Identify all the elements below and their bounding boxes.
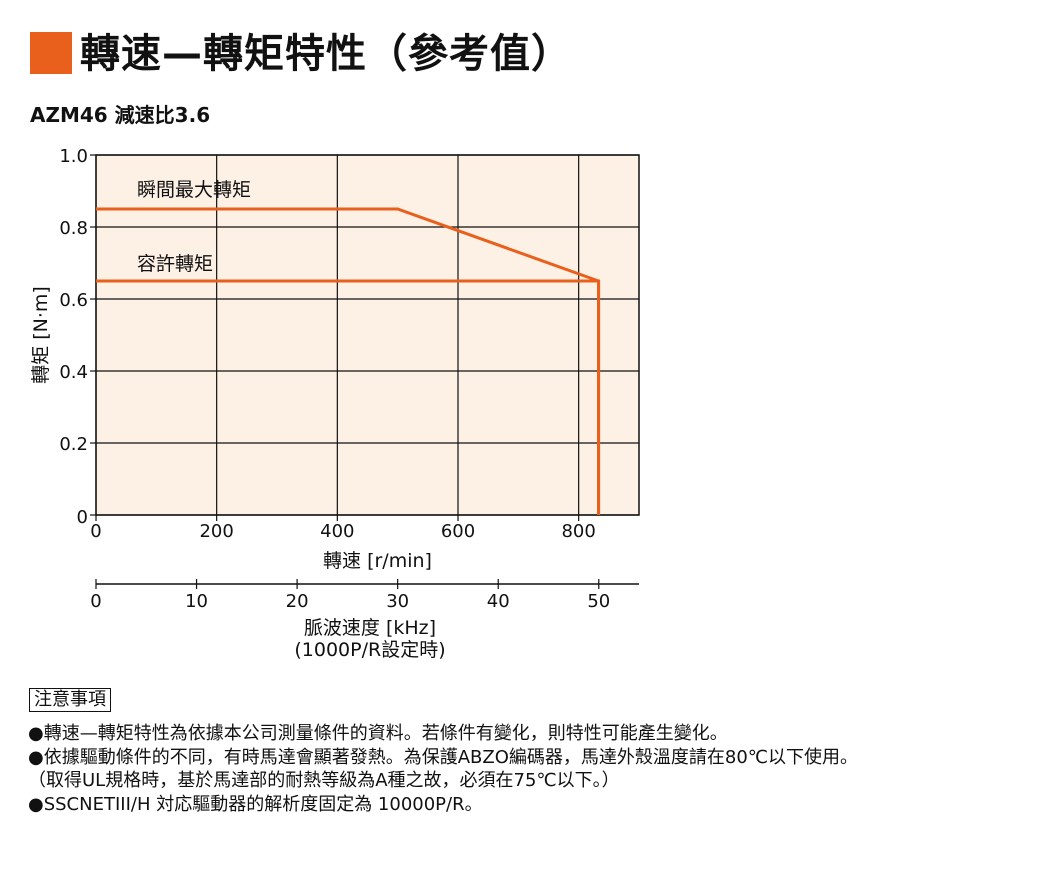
note-item: ●轉速—轉矩特性為依據本公司測量條件的資料。若條件有變化，則特性可能產生變化。 — [28, 723, 728, 744]
y-tick-label: 0.4 — [59, 362, 88, 383]
note-item: （取得UL規格時，基於馬達部的耐熱等級為A種之故，必須在75℃以下。） — [28, 770, 620, 791]
y-tick-label: 0.2 — [59, 434, 88, 455]
y-tick-label: 1.0 — [59, 146, 88, 167]
x-tick-label: 600 — [441, 521, 475, 542]
x-tick-label: 400 — [320, 521, 354, 542]
x-tick-label: 800 — [561, 521, 595, 542]
y-tick-label: 0.8 — [59, 218, 88, 239]
series-line-allowable-torque — [96, 279, 601, 515]
secondary-tick-label: 30 — [386, 591, 409, 612]
secondary-tick-label: 0 — [90, 591, 101, 612]
note-item: ●SSCNETIII/H 対応驅動器的解析度固定為 10000P/R。 — [28, 793, 483, 815]
secondary-tick-label: 50 — [587, 591, 610, 612]
page-title: 轉速—轉矩特性（參考值） — [80, 31, 572, 77]
x-tick-label: 0 — [90, 521, 101, 542]
notes-list: ●轉速—轉矩特性為依據本公司測量條件的資料。若條件有變化，則特性可能產生變化。 … — [28, 722, 1058, 816]
y-tick-label: 0.6 — [59, 290, 88, 311]
note-item: ●依據驅動條件的不同，有時馬達會顯著發熱。為保護ABZO編碼器，馬達外殼溫度請在… — [28, 746, 858, 768]
notes-heading: 注意事項 — [29, 688, 111, 712]
secondary-axis-note: (1000P/R設定時) — [294, 639, 445, 661]
chart-title: AZM46 減速比3.6 — [30, 103, 211, 127]
x-axis-label: 轉速 [r/min] — [323, 550, 432, 572]
y-tick-label: 0 — [77, 507, 88, 528]
plot-frame — [95, 154, 640, 516]
title-accent-block — [30, 32, 72, 74]
x-tick-label: 200 — [199, 521, 233, 542]
y-axis-label: 轉矩 [N·m] — [30, 286, 52, 384]
secondary-tick-label: 20 — [286, 591, 309, 612]
series-label-max-torque: 瞬間最大轉矩 — [137, 179, 251, 201]
series-label-allowable-torque: 容許轉矩 — [137, 253, 213, 275]
secondary-axis-label: 脈波速度 [kHz] — [304, 617, 436, 639]
secondary-tick-label: 40 — [487, 591, 510, 612]
plot-background — [96, 155, 639, 515]
secondary-tick-label: 10 — [185, 591, 208, 612]
